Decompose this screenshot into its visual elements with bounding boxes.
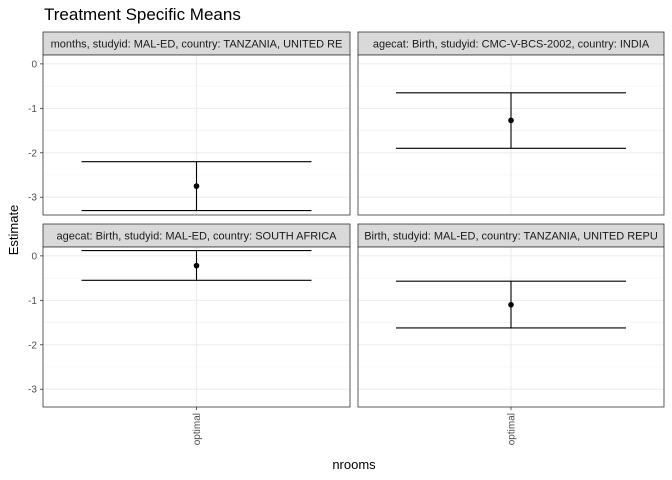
y-tick-label: -2 (28, 148, 37, 159)
y-tick-label: 0 (31, 59, 37, 70)
facet-strip-label: agecat: Birth, studyid: CMC-V-BCS-2002, … (373, 39, 650, 51)
facet-strip-label: agecat: Birth, studyid: MAL-ED, country:… (57, 231, 338, 243)
y-tick-label: -1 (28, 296, 37, 307)
y-axis-title: Estimate (6, 205, 21, 256)
y-tick-label: -3 (28, 385, 37, 396)
facet-panel-2: agecat: Birth, studyid: CMC-V-BCS-2002, … (357, 31, 665, 216)
facet-strip-label: months, studyid: MAL-ED, country: TANZAN… (51, 39, 343, 51)
facet-panel-3: agecat: Birth, studyid: MAL-ED, country:… (28, 223, 351, 445)
facet-strip-label: Birth, studyid: MAL-ED, country: TANZANI… (364, 231, 658, 243)
panel-border (42, 54, 351, 216)
chart-title: Treatment Specific Means (44, 5, 241, 24)
y-tick-label: -1 (28, 104, 37, 115)
x-tick-label: optimal (507, 413, 518, 445)
y-tick-label: -3 (28, 193, 37, 204)
x-tick-label: optimal (192, 413, 203, 445)
estimate-point (508, 301, 514, 308)
estimate-point (508, 117, 514, 124)
y-tick-label: -2 (28, 340, 37, 351)
facet-panel-1: months, studyid: MAL-ED, country: TANZAN… (28, 31, 351, 216)
estimate-point (193, 183, 200, 189)
facet-panel-4: Birth, studyid: MAL-ED, country: TANZANI… (357, 223, 665, 445)
panel-border (357, 54, 665, 216)
estimate-point (193, 262, 200, 269)
x-axis-title: nrooms (332, 457, 376, 472)
facet-panels: months, studyid: MAL-ED, country: TANZAN… (28, 31, 665, 445)
y-tick-label: 0 (31, 251, 37, 262)
